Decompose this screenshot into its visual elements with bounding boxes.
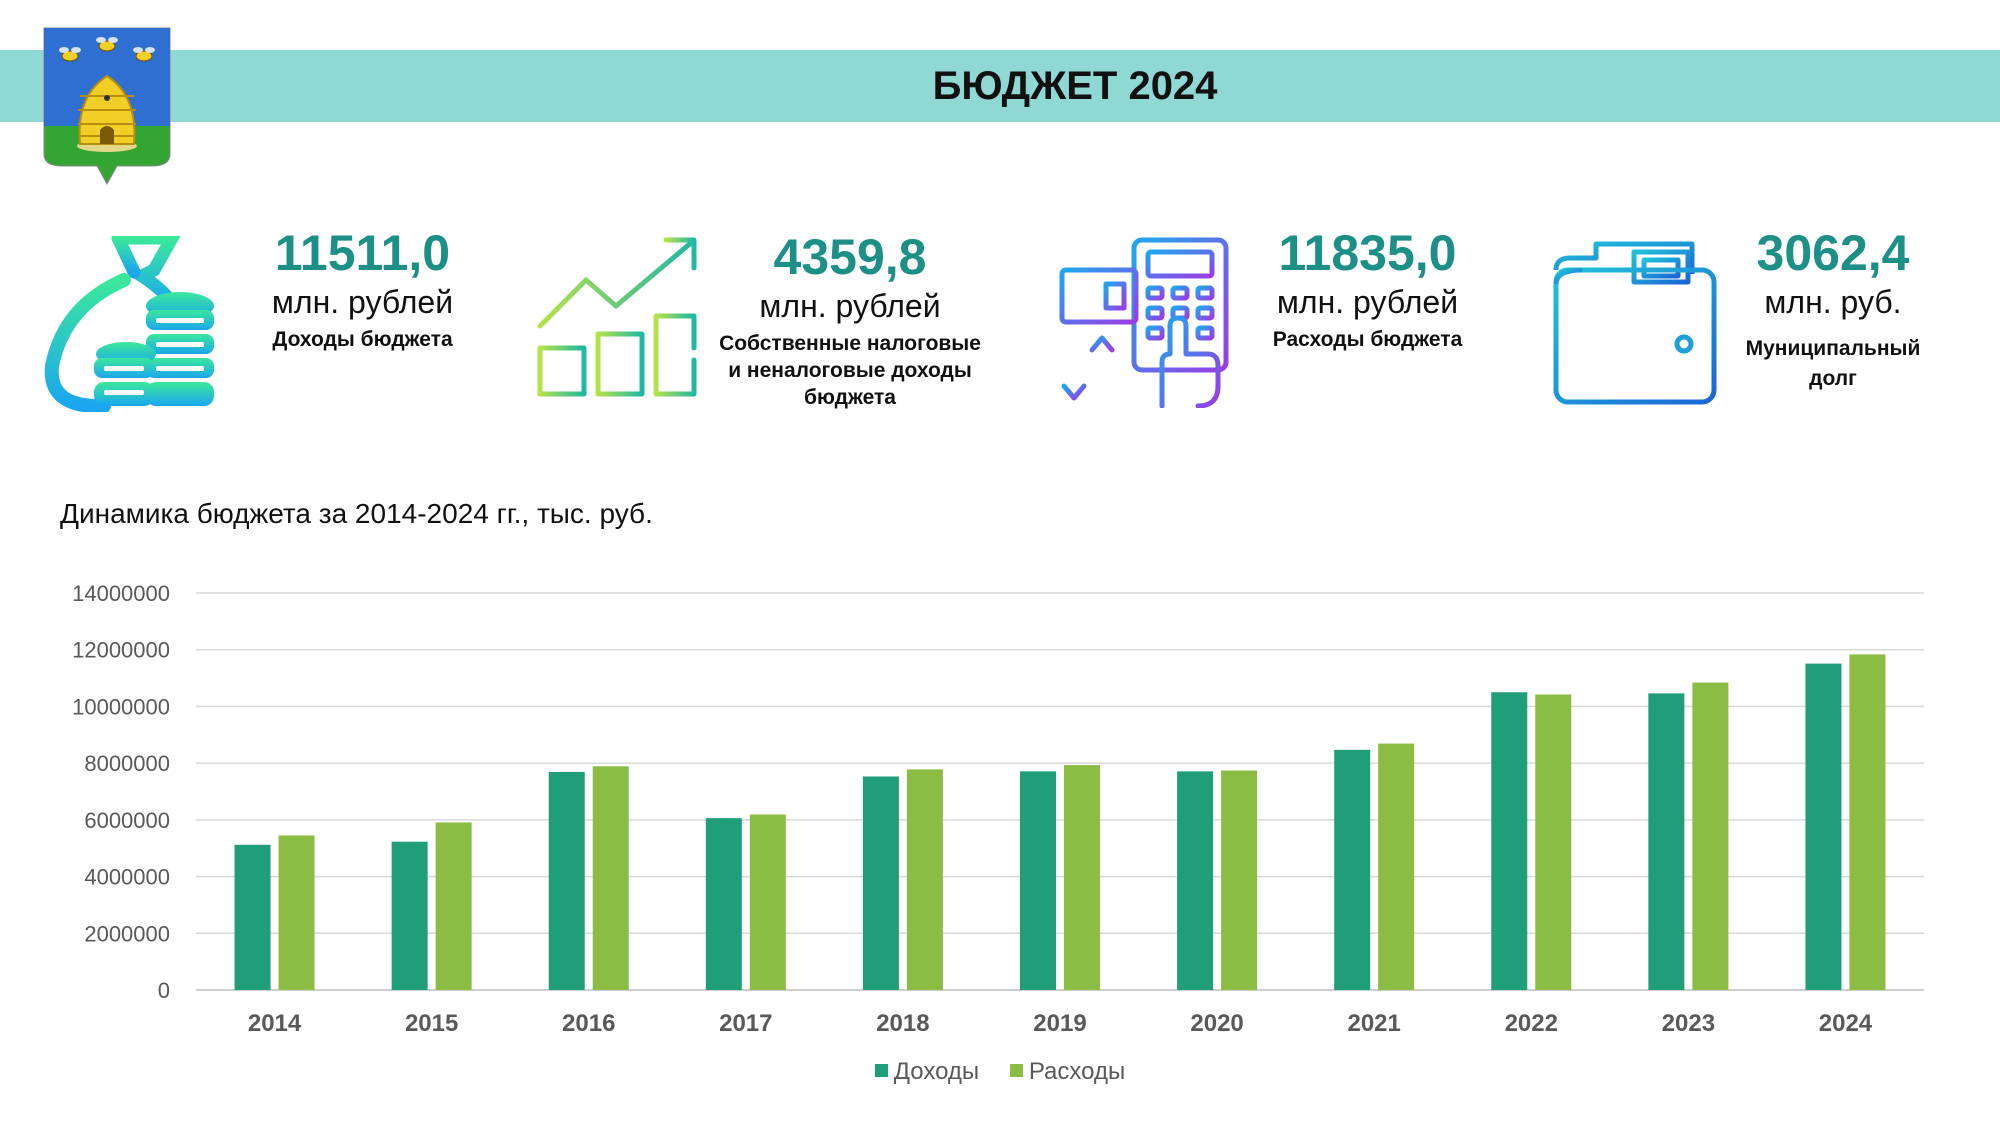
budget-bar-chart: 0 2000000 4000000 6000000 8000000 10000000 120…	[72, 581, 1924, 1037]
bar-income	[1648, 693, 1685, 990]
bar-income	[1334, 749, 1371, 990]
kpi-label-line: Собственные налоговые	[719, 332, 981, 355]
bar-income	[1020, 771, 1056, 990]
x-tick-label: 2020	[1190, 1010, 1243, 1037]
x-tick-label: 2024	[1819, 1010, 1873, 1037]
bar-income	[1491, 692, 1528, 990]
x-tick-label: 2018	[876, 1010, 929, 1037]
chart-legend: Доходы Расходы	[0, 1058, 2000, 1086]
bar-expense	[1221, 770, 1258, 990]
legend-swatch	[1009, 1064, 1023, 1078]
y-tick-label: 2000000	[84, 921, 170, 946]
x-tick-label: 2019	[1033, 1010, 1086, 1037]
kpi-unit: млн. рублей	[759, 288, 941, 324]
bar-expense	[1378, 743, 1415, 990]
bar-expense	[592, 766, 629, 990]
chart-subtitle: Динамика бюджета за 2014-2024 гг., тыс. …	[60, 498, 653, 529]
bar-expense	[1849, 654, 1886, 990]
money-bag-coins-icon	[44, 236, 214, 412]
y-tick-label: 8000000	[84, 751, 170, 776]
calculator-hand-icon	[1059, 237, 1229, 408]
kpi-label-line: и неналоговые доходы	[728, 359, 972, 382]
bar-income	[705, 818, 742, 990]
x-tick-label: 2014	[248, 1010, 302, 1037]
x-tick-label: 2016	[562, 1010, 615, 1037]
kpi-value: 11835,0	[1278, 225, 1457, 281]
kpi-label-line: бюджета	[804, 386, 896, 409]
kpi-income: 11511,0 млн. рублей Доходы бюджета	[240, 224, 485, 353]
legend-swatch	[874, 1064, 888, 1078]
bar-income	[548, 771, 585, 990]
legend-label: Расходы	[1028, 1058, 1126, 1085]
coat-of-arms-icon	[43, 27, 171, 186]
y-tick-label: 14000000	[72, 581, 170, 606]
bar-income	[1805, 663, 1842, 990]
bar-income	[391, 841, 428, 990]
y-tick-label: 4000000	[84, 865, 170, 890]
kpi-unit: млн. рублей	[271, 284, 454, 320]
bar-expense	[906, 769, 943, 990]
legend-item-expense: Расходы	[1009, 1058, 1126, 1086]
kpi-value: 11511,0	[274, 225, 451, 281]
kpi-label: Собственные налоговые и неналоговые дохо…	[700, 330, 1000, 411]
bar-income	[862, 776, 899, 990]
header-band	[0, 50, 2000, 122]
x-tick-label: 2015	[405, 1010, 458, 1037]
kpi-unit: млн. руб.	[1764, 284, 1902, 320]
kpi-label: Расходы бюджета	[1272, 328, 1463, 351]
kpi-label: Доходы бюджета	[272, 328, 453, 351]
bar-expense	[278, 835, 315, 990]
kpi-value: 4359,8	[773, 229, 927, 285]
x-tick-label: 2022	[1505, 1010, 1558, 1037]
y-tick-label: 12000000	[72, 638, 170, 663]
kpi-label: Муниципальный долг	[1718, 334, 1948, 394]
bar-income	[234, 844, 271, 990]
bar-expense	[435, 822, 472, 990]
kpi-debt: 3062,4 млн. руб. Муниципальный долг	[1718, 224, 1948, 394]
bar-income	[1177, 771, 1214, 990]
wallet-icon	[1553, 241, 1717, 405]
kpi-value: 3062,4	[1756, 225, 1910, 281]
bar-expense	[1692, 682, 1729, 990]
kpi-own-revenue: 4359,8 млн. рублей Собственные налоговые…	[700, 228, 1000, 411]
bar-expense	[1064, 765, 1100, 990]
y-tick-label: 6000000	[84, 808, 170, 833]
kpi-label-line: долг	[1809, 367, 1857, 390]
kpi-unit: млн. рублей	[1276, 284, 1459, 320]
y-tick-label: 10000000	[72, 694, 170, 719]
legend-label: Доходы	[893, 1058, 980, 1085]
y-tick-label: 0	[158, 978, 170, 1003]
kpi-label-line: Муниципальный	[1745, 337, 1921, 360]
bar-expense	[1535, 694, 1572, 990]
x-tick-label: 2021	[1347, 1010, 1400, 1037]
kpi-expense: 11835,0 млн. рублей Расходы бюджета	[1240, 224, 1495, 353]
page-title: БЮДЖЕТ 2024	[932, 64, 1218, 108]
x-tick-label: 2023	[1662, 1010, 1715, 1037]
legend-item-income: Доходы	[874, 1058, 980, 1086]
x-tick-label: 2017	[719, 1010, 772, 1037]
bar-expense	[749, 814, 786, 990]
growth-bars-arrow-icon	[537, 237, 697, 397]
